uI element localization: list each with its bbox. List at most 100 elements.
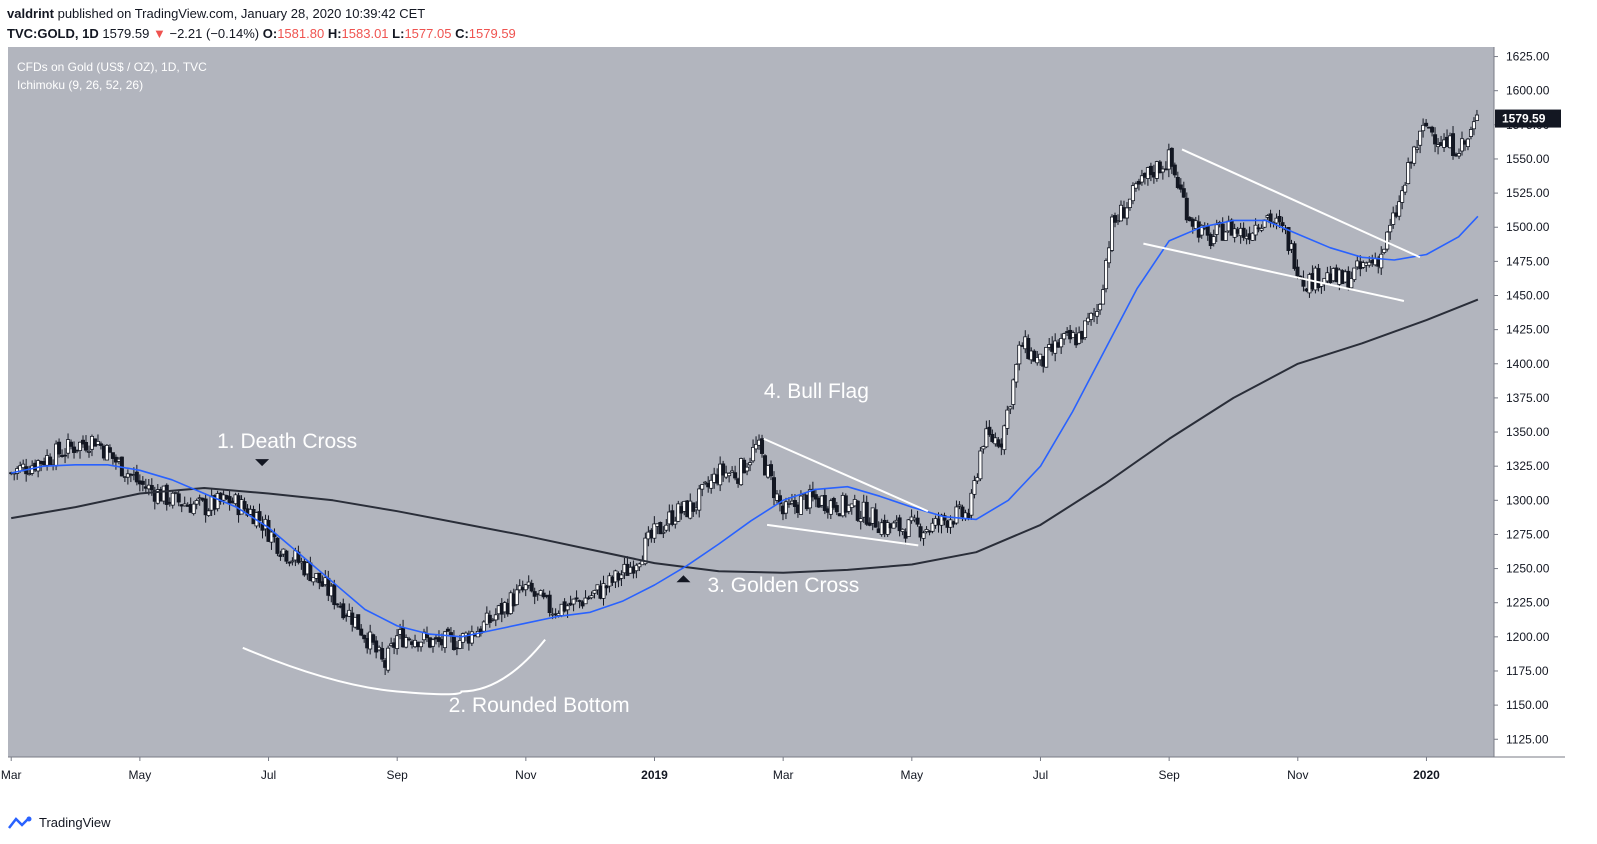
- candle-body: [83, 442, 88, 451]
- candle-body: [855, 500, 860, 521]
- symbol-label: TVC:GOLD, 1D: [7, 26, 99, 41]
- death-cross-marker: [255, 459, 270, 467]
- candle-body: [386, 647, 391, 671]
- candle-body: [864, 501, 869, 525]
- candle-body: [1465, 138, 1470, 148]
- candle-body: [27, 473, 32, 476]
- candle-body: [460, 633, 465, 643]
- candle-body: [1280, 222, 1285, 227]
- candle-body: [673, 520, 678, 525]
- candle-body: [813, 494, 818, 500]
- ohlc-line: TVC:GOLD, 1D 1579.59 ▼ −2.21 (−0.14%) O:…: [7, 26, 516, 41]
- tradingview-logo[interactable]: TradingView: [8, 815, 111, 830]
- candle-body: [1421, 124, 1426, 132]
- candle-body: [21, 463, 26, 469]
- candle-body: [1175, 176, 1180, 188]
- candle-body: [1107, 247, 1112, 264]
- candle-body: [86, 450, 91, 453]
- low-label: L:: [392, 26, 405, 41]
- candle-body: [915, 517, 920, 525]
- candle-body: [891, 522, 896, 529]
- price-tick-label: 1500.00: [1506, 220, 1550, 234]
- candle-body: [703, 481, 708, 484]
- candle-body: [873, 509, 878, 528]
- candle-body: [921, 532, 926, 539]
- time-tick-label: Nov: [1287, 768, 1308, 782]
- candle-body: [843, 495, 848, 513]
- candle-body: [1352, 267, 1357, 281]
- candle-body: [1403, 184, 1408, 193]
- candle-body: [529, 582, 534, 592]
- candle-body: [395, 635, 400, 649]
- candle-body: [858, 518, 863, 523]
- candle-body: [173, 492, 178, 494]
- bull-flag-lower-line: [766, 523, 919, 547]
- candle-body: [469, 631, 474, 644]
- candle-body: [1184, 197, 1189, 221]
- price-tick-label: 1200.00: [1506, 630, 1550, 644]
- candle-body: [404, 637, 409, 648]
- candle-body: [996, 439, 1001, 447]
- candle-body: [1044, 346, 1049, 368]
- candle-body: [822, 495, 827, 512]
- candle-body: [1017, 344, 1022, 365]
- candle-body: [1002, 425, 1007, 451]
- price-tick-label: 1275.00: [1506, 527, 1550, 541]
- price-axis[interactable]: [1494, 47, 1565, 757]
- candle-body: [194, 500, 199, 505]
- candle-body: [1062, 333, 1067, 340]
- price-tick-label: 1225.00: [1506, 596, 1550, 610]
- moving-averages: [11, 215, 1479, 638]
- price-tick-label: 1350.00: [1506, 425, 1550, 439]
- candle-body: [1316, 268, 1321, 289]
- candle-body: [1124, 207, 1129, 219]
- candle-body: [798, 495, 803, 515]
- candle-body: [969, 492, 974, 516]
- author-name[interactable]: valdrint: [7, 6, 54, 21]
- candle-body: [924, 529, 929, 532]
- price-change: −2.21 (−0.14%): [169, 26, 260, 41]
- candle-body: [362, 634, 367, 640]
- candle-body: [592, 590, 597, 594]
- candle-body: [356, 614, 361, 630]
- candle-body: [583, 597, 588, 605]
- candle-body: [1400, 190, 1405, 203]
- candle-body: [287, 561, 292, 564]
- price-tick-label: 1425.00: [1506, 323, 1550, 337]
- plot-background: [8, 47, 1494, 757]
- candle-body: [571, 598, 576, 605]
- close-label: C:: [455, 26, 469, 41]
- candle-body: [1253, 224, 1258, 236]
- candle-body: [565, 605, 570, 611]
- candle-body: [275, 537, 280, 554]
- candle-body: [523, 584, 528, 591]
- candle-body: [930, 522, 935, 532]
- candle-body: [834, 505, 839, 513]
- candle-body: [1468, 129, 1473, 137]
- candle-body: [284, 550, 289, 562]
- high-value: 1583.01: [341, 26, 389, 41]
- candle-body: [547, 594, 552, 613]
- channel-lower-line: [1143, 242, 1405, 302]
- candle-body: [227, 496, 232, 504]
- candle-body: [182, 503, 187, 507]
- candle-body: [278, 554, 283, 557]
- price-tick-label: 1400.00: [1506, 357, 1550, 371]
- candle-body: [95, 440, 100, 445]
- candle-body: [643, 537, 648, 565]
- candle-body: [984, 428, 989, 448]
- price-axis-ticks: 1125.00 1150.00 1175.00 1200.00 1225.00 1250.…: [1494, 50, 1550, 746]
- candle-body: [290, 560, 295, 563]
- time-tick-label: May: [129, 768, 152, 782]
- candle-body: [36, 460, 41, 472]
- candle-body: [407, 638, 412, 641]
- candle-body: [448, 632, 453, 636]
- candle-body: [661, 531, 666, 534]
- candle-body: [574, 597, 579, 600]
- golden-cross-marker: [676, 575, 691, 583]
- candle-body: [514, 589, 519, 606]
- candle-body: [601, 583, 606, 599]
- candle-body: [1014, 364, 1019, 383]
- price-chart[interactable]: 1125.00 1150.00 1175.00 1200.00 1225.00 1250.…: [0, 45, 1597, 797]
- ma-fast-line: [11, 215, 1479, 638]
